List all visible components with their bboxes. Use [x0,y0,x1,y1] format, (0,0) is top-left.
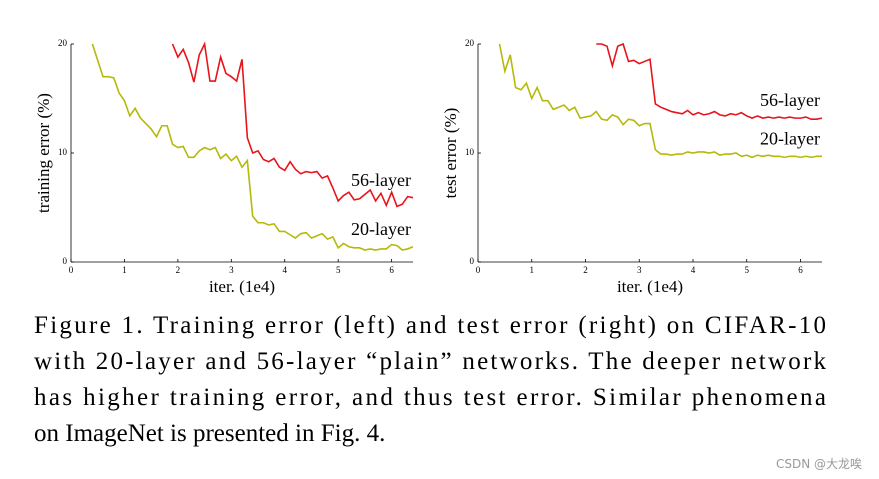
y-tick-label: 10 [58,147,68,157]
x-tick-label: 0 [476,265,481,275]
x-tick-label: 1 [122,265,127,275]
series-label: 56-layer [351,170,411,190]
y-tick-label: 10 [465,147,475,157]
x-tick-label: 0 [69,265,74,275]
y-tick-label: 0 [470,256,475,266]
series-line [596,42,823,121]
y-axis-label: test error (%) [441,108,460,199]
y-axis-label: training error (%) [34,93,53,213]
x-axis-label: iter. (1e4) [617,277,683,296]
x-tick-label: 3 [637,265,642,275]
caption-line: with 20-layer and 56-layer “plain” netwo… [34,348,827,375]
series-label: 56-layer [760,90,820,110]
y-tick-label: 20 [465,38,475,48]
x-tick-label: 4 [691,265,696,275]
x-tick-label: 2 [583,265,588,275]
series-line [171,41,414,208]
series-label: 20-layer [351,219,411,239]
x-tick-label: 4 [283,265,288,275]
x-tick-label: 1 [530,265,535,275]
x-tick-label: 2 [176,265,181,275]
y-tick-label: 20 [58,38,68,48]
y-tick-label: 0 [63,256,68,266]
x-tick-label: 5 [745,265,750,275]
x-tick-label: 6 [798,265,803,275]
x-tick-label: 3 [229,265,234,275]
x-tick-label: 6 [389,265,394,275]
caption-line: has higher training error, and thus test… [34,384,826,411]
x-tick-label: 5 [336,265,341,275]
watermark: CSDN @大龙唉 [776,457,862,471]
series-label: 20-layer [760,128,820,148]
caption-line: Figure 1. Training error (left) and test… [34,312,826,339]
series-line [91,43,414,251]
x-axis-label: iter. (1e4) [209,277,275,296]
series-line [498,43,822,159]
caption-line: on ImageNet is presented in Fig. 4. [34,420,385,447]
